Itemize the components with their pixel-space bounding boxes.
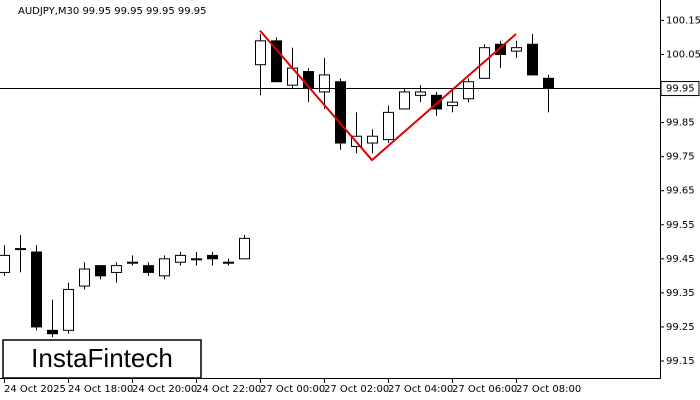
candle-body [543, 77, 554, 90]
current-price-box [660, 81, 700, 97]
candle-body [15, 248, 26, 251]
x-tick-label: 24 Oct 18:00 [68, 384, 133, 395]
candle-body [527, 43, 538, 76]
candle-body [111, 265, 122, 273]
x-tick-label: 24 Oct 20:00 [132, 384, 197, 395]
y-tick-label: 99.85 [666, 118, 695, 129]
candle-body [159, 258, 170, 277]
candle-body [367, 135, 378, 144]
candle-body [0, 254, 10, 273]
x-tick-label: 27 Oct 00:00 [260, 384, 325, 395]
y-tick-label: 99.15 [666, 356, 695, 367]
candle-body [335, 81, 346, 144]
x-tick-label: 27 Oct 08:00 [516, 384, 581, 395]
y-tick-label: 100.15 [666, 15, 700, 26]
candle-body [63, 288, 74, 331]
y-tick-label: 99.35 [666, 288, 695, 299]
candle-body [79, 268, 90, 287]
x-tick-label: 27 Oct 04:00 [388, 384, 453, 395]
candle-body [271, 40, 282, 83]
y-tick-label: 99.75 [666, 152, 695, 163]
candle-body [287, 67, 298, 86]
chart-title: AUDJPY,M30 99.95 99.95 99.95 99.95 [18, 6, 207, 17]
watermark-box [2, 339, 202, 379]
pattern-line [259, 29, 517, 162]
candle-body [47, 329, 58, 335]
y-tick-label: 99.55 [666, 220, 695, 231]
candle-body [143, 265, 154, 273]
candle-body [191, 258, 202, 261]
x-tick-label: 27 Oct 06:00 [452, 384, 517, 395]
watermark: InstaFintech [31, 343, 173, 373]
candle-body [127, 261, 138, 264]
x-tick-label: 24 Oct 2025 [4, 384, 66, 395]
x-tick-label: 27 Oct 02:00 [324, 384, 389, 395]
candle-body [463, 81, 474, 100]
candle-body [255, 40, 266, 66]
candle-body [495, 43, 506, 55]
current-price-label: 99.95 [666, 84, 695, 95]
x-tick-label: 24 Oct 22:00 [196, 384, 261, 395]
candle-body [175, 254, 186, 263]
candle-body [319, 74, 330, 93]
candle-body [447, 101, 458, 107]
candle-body [31, 251, 42, 328]
candle-body [415, 91, 426, 96]
candle-body [383, 111, 394, 141]
y-tick-label: 100.05 [666, 49, 700, 60]
candle-body [207, 254, 218, 260]
candle-body [223, 261, 234, 264]
y-tick-label: 99.65 [666, 186, 695, 197]
candle-body [511, 47, 522, 52]
candle-body [239, 237, 250, 260]
y-tick-label: 99.25 [666, 322, 695, 333]
candle-body [95, 265, 106, 277]
candle-body [399, 91, 410, 110]
y-tick-label: 99.45 [666, 254, 695, 265]
candle-body [431, 94, 442, 110]
candle-body [479, 47, 490, 79]
